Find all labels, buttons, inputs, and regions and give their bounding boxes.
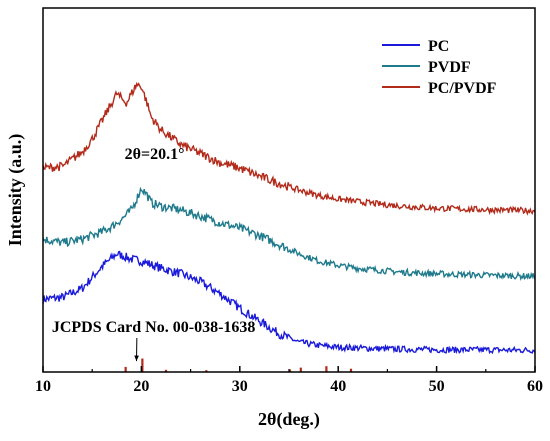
x-tick-label: 50 [429,378,445,395]
series-line-pc [42,250,536,355]
legend-label: PC [428,38,449,55]
x-axis-label: 2θ(deg.) [258,409,320,430]
x-tick-label: 40 [330,378,346,395]
legend: PC PVDF PC/PVDF [382,38,497,97]
annotation-label: JCPDS Card No. 00-038-1638 [52,319,256,336]
legend-label: PVDF [428,59,471,76]
annotation-label: 2θ=20.1° [125,146,185,163]
series-lines [42,81,536,355]
x-tick-label: 60 [527,378,543,395]
series-line-pvdf [42,186,536,281]
x-ticks: 10 20 30 40 50 60 [35,366,543,395]
x-tick-label: 20 [133,378,149,395]
x-tick-label: 10 [35,378,51,395]
annotation-arrowhead [134,355,139,362]
series-line-pc-pvdf [42,81,536,216]
y-axis-label: Intensity (a.u.) [5,134,26,247]
reference-sticks [124,358,353,372]
x-tick-label: 30 [232,378,248,395]
annotations: 2θ=20.1° JCPDS Card No. 00-038-1638 [52,146,256,362]
legend-label: PC/PVDF [428,80,497,97]
